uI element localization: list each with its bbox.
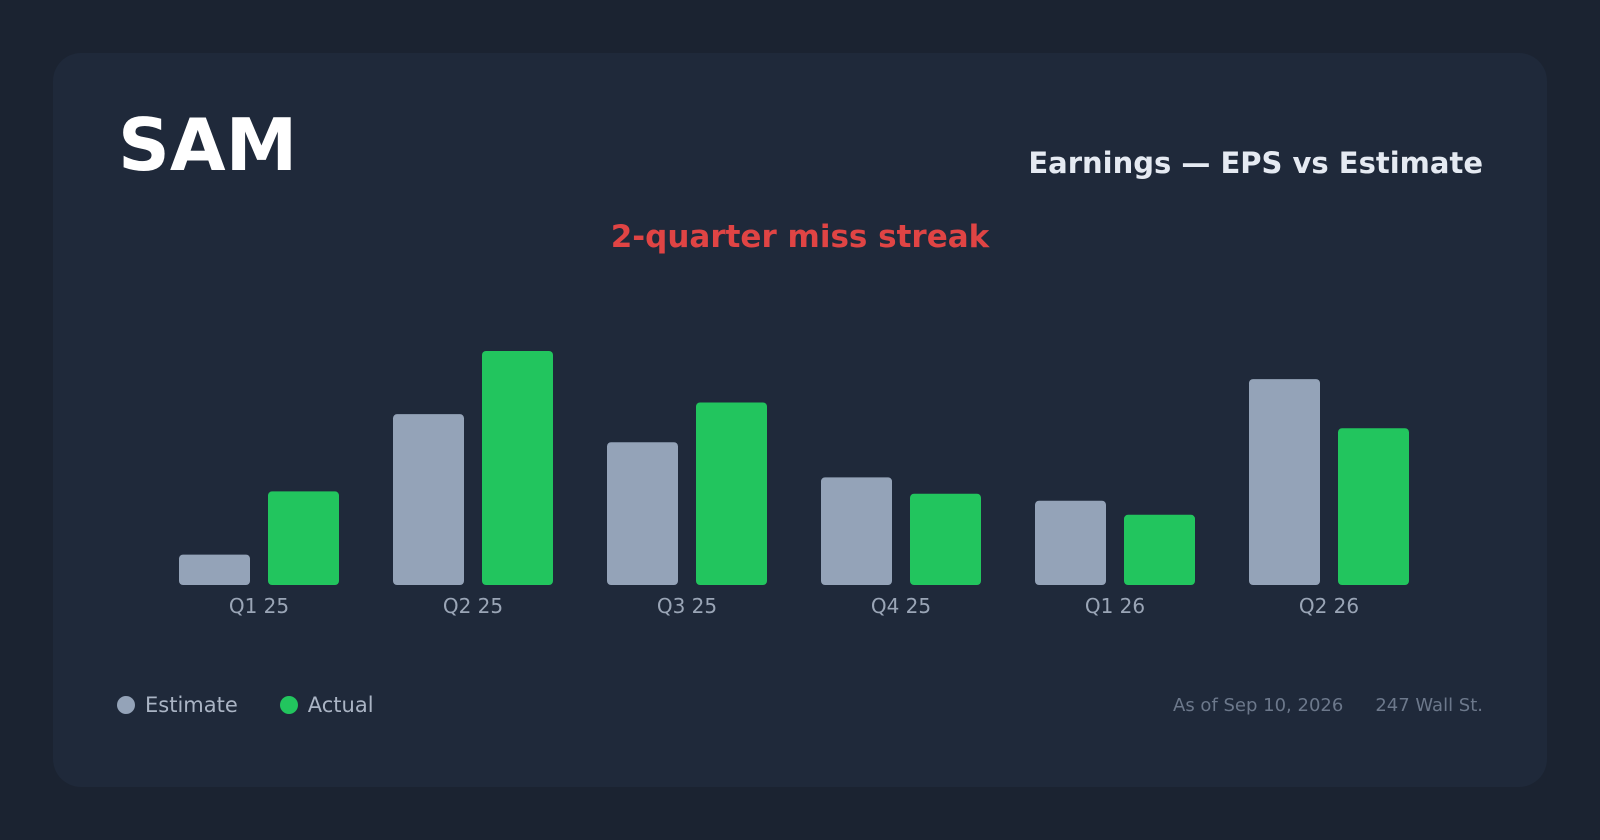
x-tick-label: Q1 26 xyxy=(1085,594,1145,618)
bars-group xyxy=(179,351,1409,585)
x-axis-labels: Q1 25 Q2 25 Q3 25 Q4 25 Q1 26 Q2 26 xyxy=(229,594,1359,618)
bar-estimate-q4-25 xyxy=(821,477,892,585)
legend-item-estimate: Estimate xyxy=(117,693,238,717)
bar-estimate-q2-25 xyxy=(393,414,464,585)
bar-estimate-q3-25 xyxy=(607,442,678,585)
x-tick-label: Q3 25 xyxy=(657,594,717,618)
bar-estimate-q1-25 xyxy=(179,554,250,585)
actual-swatch xyxy=(279,696,298,714)
bar-actual-q2-25 xyxy=(482,351,553,585)
bar-actual-q1-25 xyxy=(268,491,339,585)
x-tick-label: Q1 25 xyxy=(229,594,289,618)
footer: As of Sep 10, 2026 247 Wall St. xyxy=(1173,695,1483,716)
eps-bar-chart: Q1 25 Q2 25 Q3 25 Q4 25 Q1 26 Q2 26 xyxy=(179,351,1409,618)
estimate-swatch xyxy=(117,696,135,714)
x-tick-label: Q4 25 xyxy=(871,594,931,618)
as-of-date: As of Sep 10, 2026 xyxy=(1173,695,1344,716)
x-tick-label: Q2 26 xyxy=(1299,594,1359,618)
source-credit: 247 Wall St. xyxy=(1375,695,1483,716)
bar-actual-q3-25 xyxy=(696,402,767,585)
legend: Estimate Actual xyxy=(117,693,374,717)
bar-actual-q4-25 xyxy=(910,493,981,585)
legend-item-actual: Actual xyxy=(279,693,374,717)
chart-subtitle: Earnings — EPS vs Estimate xyxy=(1028,146,1483,180)
legend-actual-label: Actual xyxy=(307,693,374,717)
bar-actual-q2-26 xyxy=(1338,428,1409,585)
ticker-symbol: SAM xyxy=(118,103,298,187)
bar-estimate-q2-26 xyxy=(1249,379,1320,585)
miss-streak-label: 2-quarter miss streak xyxy=(610,219,990,255)
earnings-card: SAM Earnings — EPS vs Estimate 2-quarter… xyxy=(53,53,1547,787)
bar-actual-q1-26 xyxy=(1124,514,1195,585)
bar-estimate-q1-26 xyxy=(1035,500,1106,585)
legend-estimate-label: Estimate xyxy=(145,693,238,717)
x-tick-label: Q2 25 xyxy=(443,594,503,618)
